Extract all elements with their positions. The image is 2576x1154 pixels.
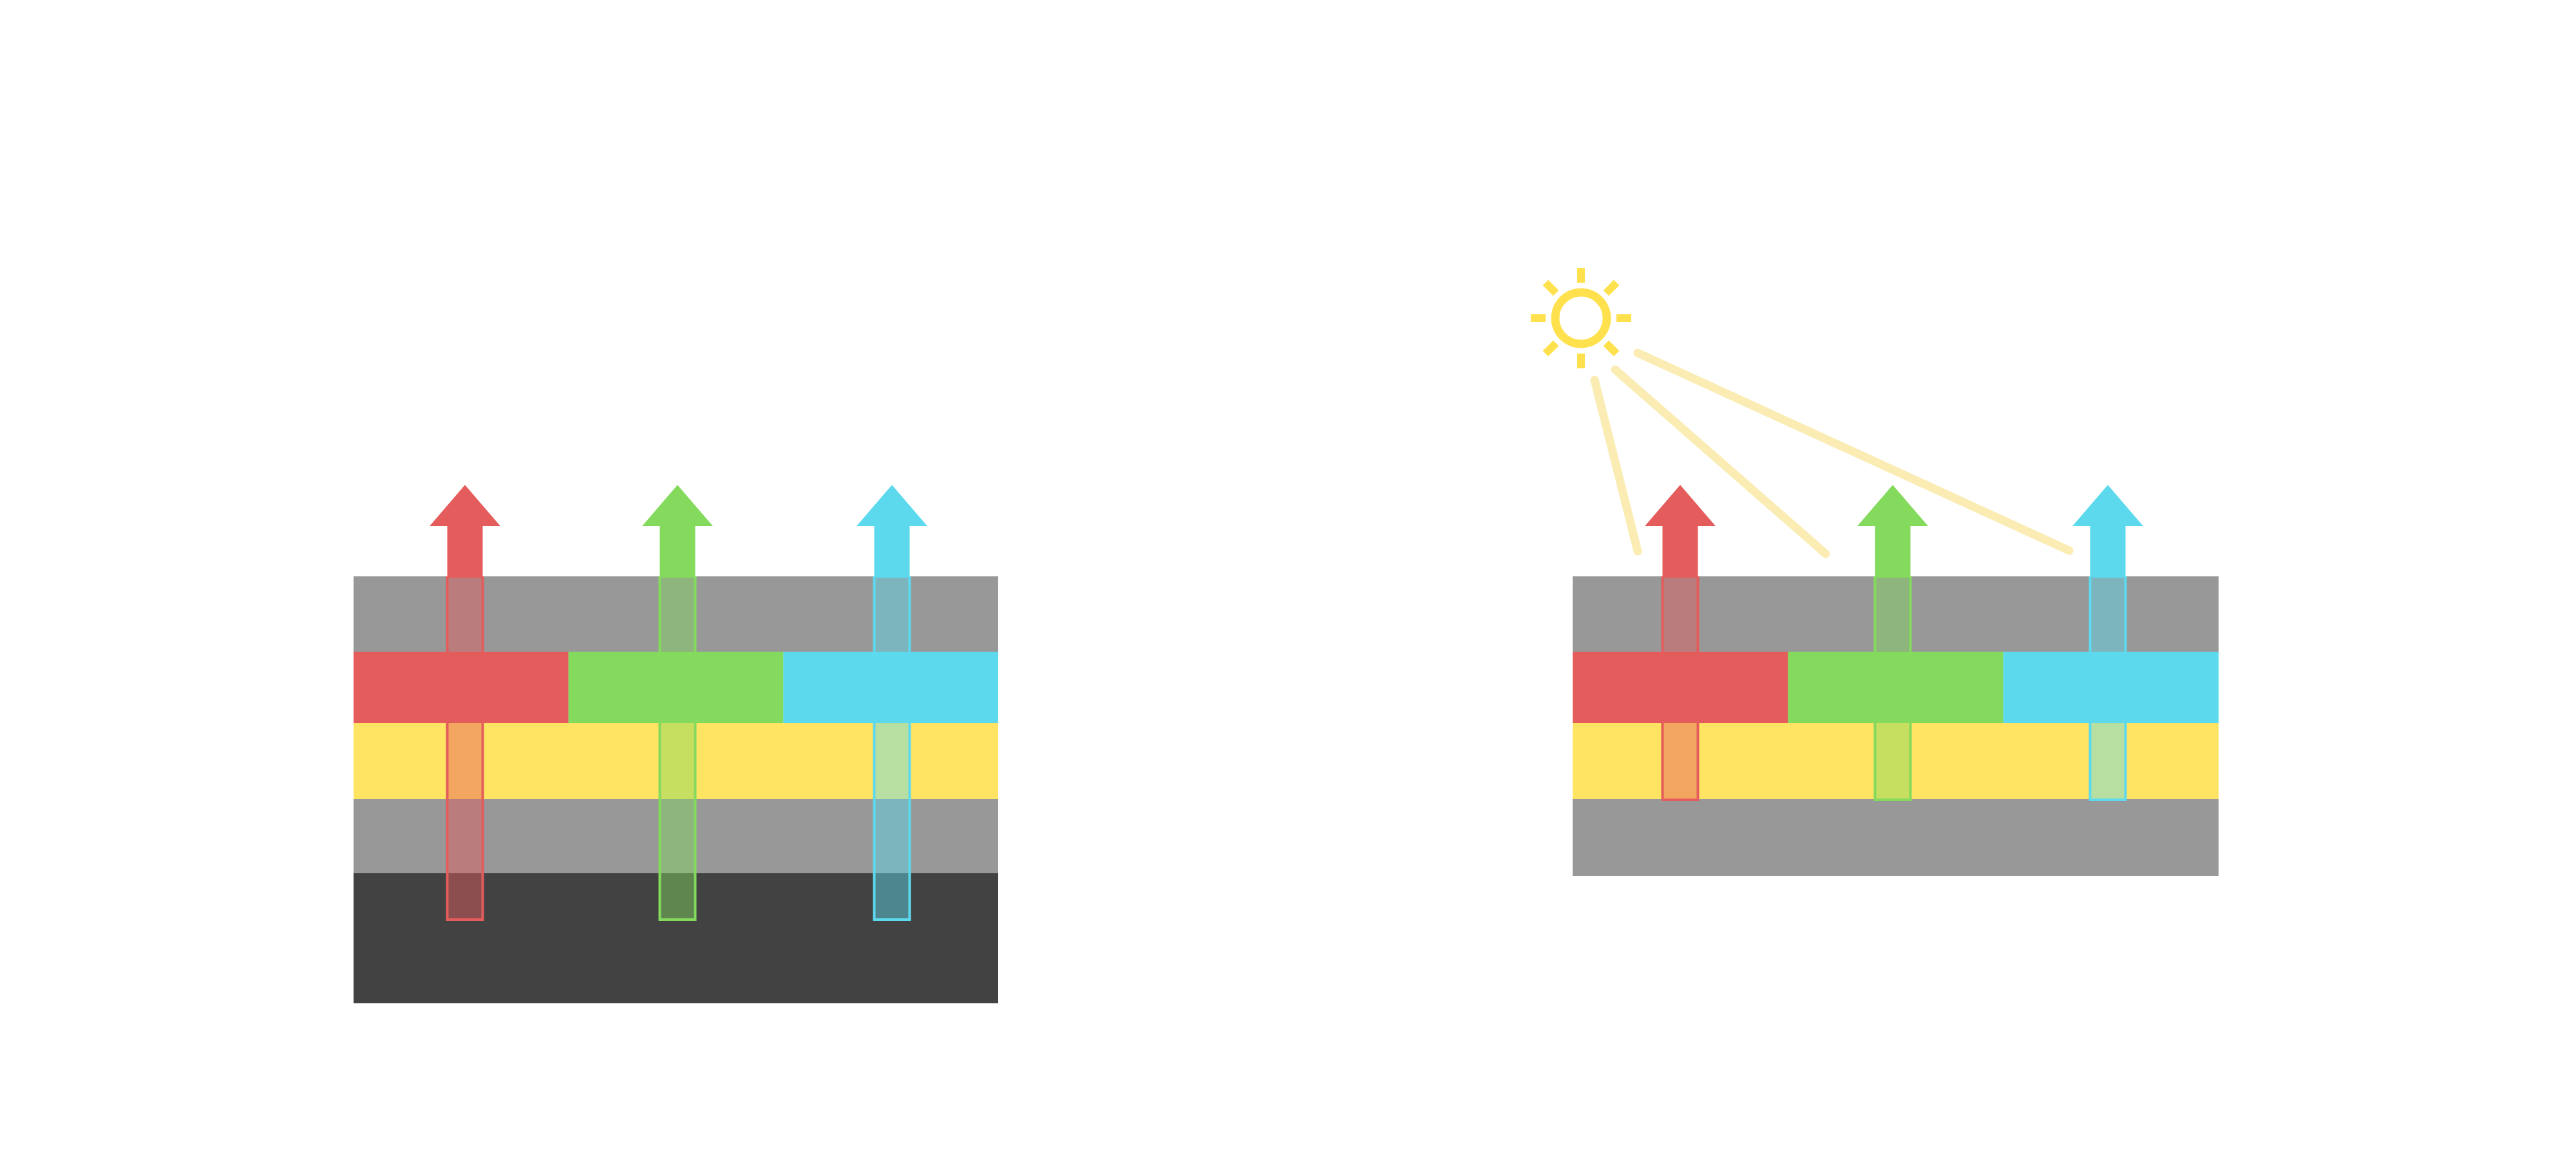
blue-light-arrow [2072,485,2143,801]
red-light-arrow-tail-border [446,576,484,921]
blue-light-arrow-tail [874,576,910,920]
rgb-color-filter-layer-green [568,652,784,723]
sun-icon [1531,268,1631,368]
reflective-display-panel [1531,268,2219,876]
sunbeam-to-green [1611,365,1830,558]
red-light-arrow-head [430,485,500,578]
backlit-display-panel [354,485,998,1003]
blue-light-arrow-head [857,485,927,578]
blue-light-arrow [857,485,927,921]
green-light-arrow [642,485,713,921]
green-light-arrow-head [642,485,713,578]
rear-glass-layer [1573,799,2219,876]
green-light-arrow [1857,485,1928,801]
green-light-arrow-tail [659,576,696,920]
rgb-color-filter-layer-blue [783,652,998,723]
red-light-arrow [430,485,500,921]
blue-light-arrow-tail [2090,576,2126,800]
middle-layer [1573,723,2219,799]
green-light-arrow-tail-border [1873,576,1912,801]
rgb-color-filter-layer-blue [2003,652,2219,723]
front-glass-layer [1573,576,2219,652]
sunbeam-to-blue [1633,348,2074,555]
backlight-layer [354,873,998,1003]
sun-ring [1551,288,1611,348]
sun-ray-icon [1542,340,1559,357]
red-light-arrow [1645,485,1716,801]
green-light-arrow-head [1857,485,1928,578]
green-light-arrow-tail-border [658,576,697,921]
red-light-arrow-head [1645,485,1716,578]
blue-light-arrow-tail-border [2088,576,2127,801]
front-glass-layer [354,576,998,652]
rgb-color-filter-layer-red [354,652,569,723]
sunbeam-to-red [1590,375,1642,556]
red-light-arrow-tail [447,576,483,920]
middle-layer [354,723,998,799]
sun-ray-icon [1603,340,1620,357]
blue-light-arrow-tail-border [873,576,911,921]
sun-ray-icon [1542,279,1559,296]
red-light-arrow-tail [1662,576,1698,800]
rgb-color-filter-layer-red [1573,652,1788,723]
red-light-arrow-tail-border [1661,576,1700,801]
blue-light-arrow-head [2072,485,2143,578]
rgb-color-filter-layer-green [1788,652,2003,723]
rear-glass-layer [354,799,998,873]
sun-ray-icon [1603,279,1620,296]
green-light-arrow-tail [1875,576,1911,800]
